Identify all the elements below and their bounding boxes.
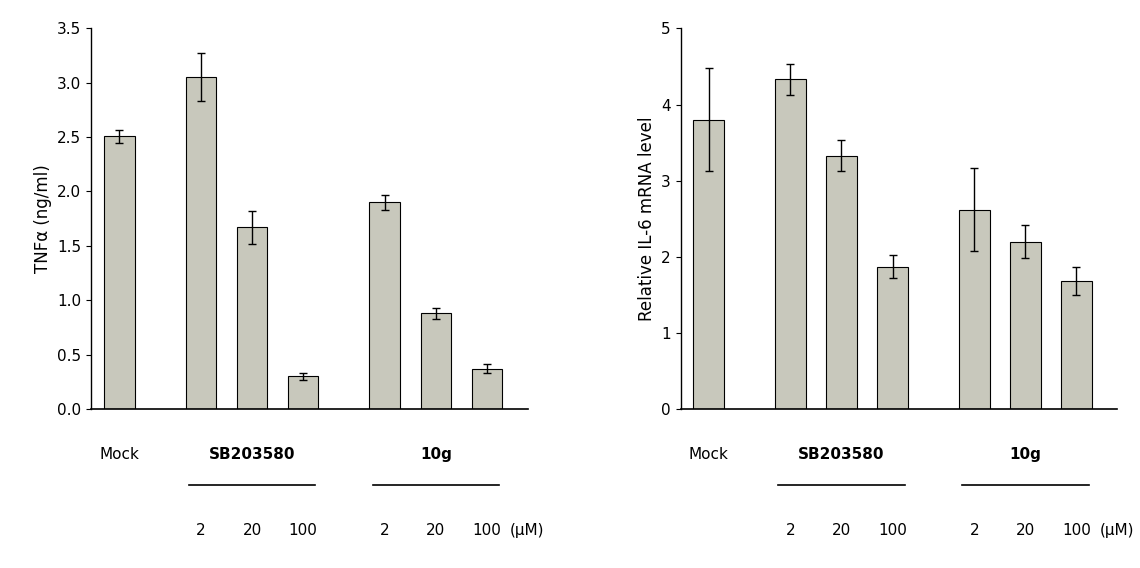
Text: Mock: Mock — [99, 447, 139, 462]
Bar — [959, 210, 990, 409]
Text: 100: 100 — [878, 523, 907, 538]
Bar — [826, 156, 857, 409]
Y-axis label: TNFα (ng/ml): TNFα (ng/ml) — [34, 164, 51, 273]
Text: (μM): (μM) — [510, 523, 545, 538]
Text: 2: 2 — [969, 523, 979, 538]
Text: 10g: 10g — [1009, 447, 1041, 462]
Text: 100: 100 — [1062, 523, 1091, 538]
Bar — [421, 314, 451, 409]
Text: SB203580: SB203580 — [798, 447, 885, 462]
Text: 2: 2 — [380, 523, 390, 538]
Text: (μM): (μM) — [1099, 523, 1134, 538]
Text: Mock: Mock — [689, 447, 728, 462]
Bar — [1010, 241, 1041, 409]
Bar — [186, 77, 217, 409]
Bar — [104, 136, 135, 409]
Text: 2: 2 — [196, 523, 206, 538]
Bar — [472, 369, 503, 409]
Bar — [775, 80, 806, 409]
Text: 2: 2 — [785, 523, 796, 538]
Text: 100: 100 — [288, 523, 318, 538]
Bar — [287, 377, 318, 409]
Bar — [877, 266, 907, 409]
Text: 20: 20 — [243, 523, 262, 538]
Y-axis label: Relative IL-6 mRNA level: Relative IL-6 mRNA level — [637, 116, 656, 321]
Text: 100: 100 — [472, 523, 502, 538]
Bar — [1061, 281, 1092, 409]
Bar — [693, 120, 724, 409]
Bar — [237, 227, 268, 409]
Bar — [369, 202, 400, 409]
Text: SB203580: SB203580 — [209, 447, 295, 462]
Text: 20: 20 — [1016, 523, 1035, 538]
Text: 20: 20 — [832, 523, 852, 538]
Text: 20: 20 — [426, 523, 446, 538]
Text: 10g: 10g — [420, 447, 451, 462]
